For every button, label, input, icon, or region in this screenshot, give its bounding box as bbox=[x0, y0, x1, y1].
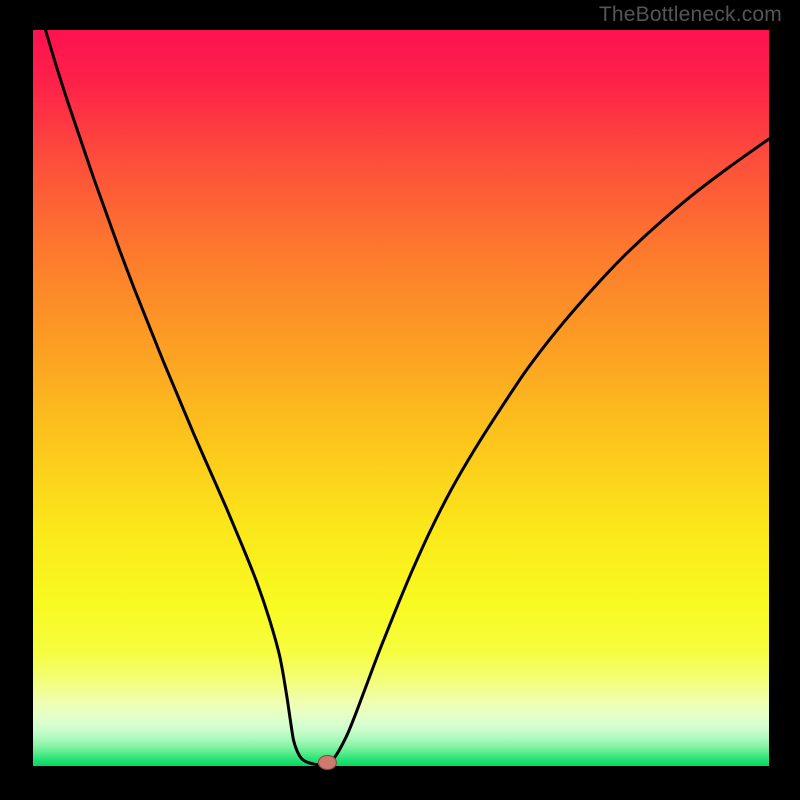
operating-point-marker bbox=[318, 755, 336, 769]
plot-background bbox=[33, 30, 769, 766]
chart-container: TheBottleneck.com bbox=[0, 0, 800, 800]
watermark-text: TheBottleneck.com bbox=[599, 3, 782, 27]
bottleneck-chart bbox=[0, 0, 800, 800]
